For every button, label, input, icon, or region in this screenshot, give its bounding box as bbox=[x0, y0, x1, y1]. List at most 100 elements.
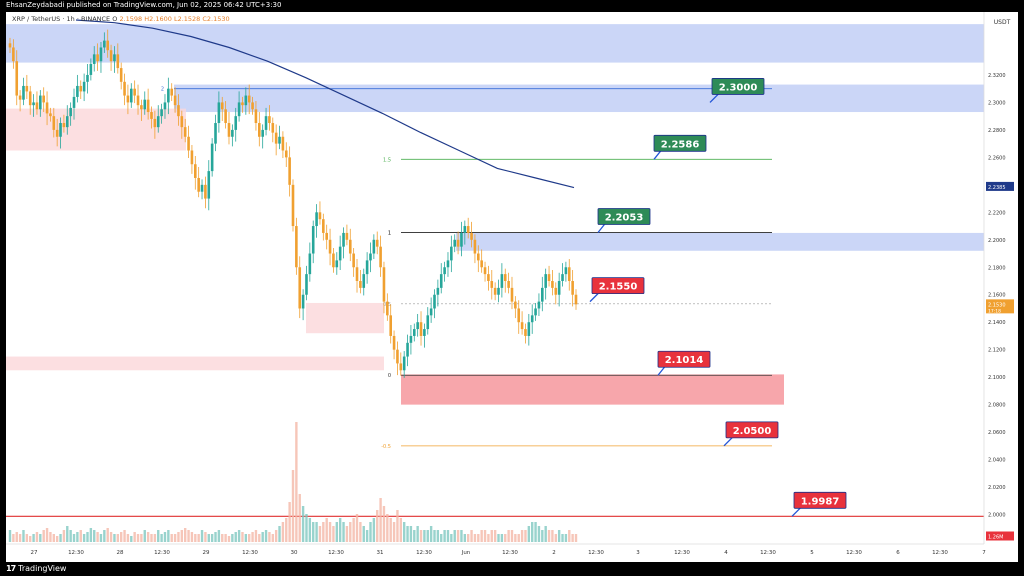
volume-bar bbox=[524, 530, 527, 542]
candle-body bbox=[65, 116, 69, 128]
volume-bar bbox=[557, 530, 561, 542]
candle-body bbox=[153, 118, 157, 128]
candle-body bbox=[18, 95, 22, 100]
volume-bar bbox=[338, 518, 342, 542]
volume-bar bbox=[520, 530, 524, 542]
zone-old-demand bbox=[6, 356, 384, 371]
price-tick-label: 2.1000 bbox=[988, 375, 1006, 381]
annotation-label: 2.1014 bbox=[665, 355, 704, 366]
price-tick-label: 2.2000 bbox=[988, 238, 1006, 244]
time-tick-label: 7 bbox=[982, 550, 986, 556]
price-tick-label: 2.0800 bbox=[988, 403, 1006, 409]
volume-bar bbox=[470, 530, 473, 542]
volume-bar bbox=[359, 522, 362, 542]
candle-body bbox=[382, 267, 386, 302]
time-tick-label: 31 bbox=[377, 550, 384, 556]
volume-bar bbox=[278, 526, 281, 542]
volume-bar bbox=[173, 534, 177, 542]
brand-name[interactable]: TradingView bbox=[18, 564, 67, 573]
candle-body bbox=[241, 102, 244, 106]
volume-bar bbox=[217, 530, 221, 542]
candle-body bbox=[72, 96, 76, 108]
volume-bar bbox=[146, 532, 150, 542]
volume-bar bbox=[187, 530, 190, 542]
chart-pane[interactable]: 21.510.50-0.52.30002.25862.20532.15502.1… bbox=[6, 12, 1018, 562]
volume-bar bbox=[126, 534, 130, 542]
current-price-badge-countdown: 17:18 bbox=[988, 308, 1001, 314]
volume-bar bbox=[274, 530, 278, 542]
current-price-badge-text: 2.1530 bbox=[988, 302, 1006, 308]
volume-bar bbox=[190, 532, 194, 542]
volume-bar bbox=[446, 530, 450, 542]
volume-bar bbox=[210, 534, 214, 542]
time-tick-label: 12:30 bbox=[68, 550, 84, 556]
volume-bar bbox=[305, 514, 308, 542]
price-chart[interactable]: 21.510.50-0.52.30002.25862.20532.15502.1… bbox=[6, 12, 1018, 562]
candle-body bbox=[268, 116, 271, 124]
candle-body bbox=[177, 105, 180, 117]
candle-body bbox=[311, 226, 315, 254]
candle-body bbox=[116, 54, 120, 69]
candle-body bbox=[227, 123, 231, 137]
volume-bar bbox=[514, 534, 517, 542]
candle-body bbox=[372, 239, 376, 254]
candle-body bbox=[574, 294, 578, 305]
annotation-label: 1.9987 bbox=[801, 496, 840, 507]
candle-body bbox=[237, 102, 241, 117]
symbol-name[interactable]: XRP / TetherUS · 1h · BINANCE bbox=[12, 15, 111, 23]
volume-bar bbox=[62, 530, 66, 542]
candle-body bbox=[254, 109, 258, 124]
candle-body bbox=[426, 315, 430, 330]
candle-body bbox=[271, 123, 275, 133]
candle-body bbox=[328, 239, 332, 254]
candle-body bbox=[315, 212, 318, 227]
zone-supply bbox=[6, 24, 984, 63]
volume-bar bbox=[466, 534, 470, 542]
volume-bar bbox=[204, 532, 207, 542]
candle-body bbox=[507, 281, 510, 288]
volume-bar bbox=[271, 534, 274, 542]
candle-body bbox=[291, 184, 295, 227]
volume-bar bbox=[76, 532, 79, 542]
price-tick-label: 2.0600 bbox=[988, 430, 1006, 436]
candle-body bbox=[28, 91, 32, 106]
volume-bar bbox=[29, 536, 32, 542]
volume-bar bbox=[133, 532, 136, 542]
volume-bar bbox=[86, 532, 89, 542]
price-tick-label: 2.0200 bbox=[988, 485, 1006, 491]
volume-bar bbox=[227, 536, 231, 542]
volume-bar bbox=[180, 530, 184, 542]
volume-bar bbox=[221, 534, 224, 542]
candle-body bbox=[325, 232, 328, 240]
candle-body bbox=[392, 335, 396, 350]
footer: 17 TradingView bbox=[6, 564, 66, 573]
candle-body bbox=[571, 281, 574, 295]
volume-bar bbox=[224, 534, 227, 542]
candle-body bbox=[338, 246, 342, 261]
volume-bar bbox=[571, 534, 574, 542]
volume-bar bbox=[322, 522, 325, 542]
annotation-box bbox=[793, 491, 847, 509]
volume-bar bbox=[157, 530, 160, 542]
zone-supply bbox=[174, 84, 984, 113]
candle-body bbox=[406, 342, 409, 357]
volume-bar bbox=[382, 506, 386, 542]
candle-body bbox=[517, 308, 521, 323]
candle-body bbox=[335, 260, 339, 268]
annotation-box bbox=[653, 134, 707, 152]
volume-bar bbox=[177, 532, 180, 542]
candle-body bbox=[439, 274, 443, 288]
volume-bar bbox=[453, 530, 456, 542]
volume-bar bbox=[237, 530, 241, 542]
candle-body bbox=[450, 246, 453, 261]
volume-bar bbox=[123, 530, 126, 542]
candle-body bbox=[69, 107, 72, 117]
volume-bar bbox=[66, 526, 69, 542]
candle-body bbox=[537, 301, 541, 309]
volume-bar bbox=[547, 530, 551, 542]
time-tick-label: 12:30 bbox=[328, 550, 344, 556]
time-tick-label: 2 bbox=[552, 550, 556, 556]
volume-bar bbox=[35, 532, 39, 542]
candle-body bbox=[42, 95, 45, 103]
